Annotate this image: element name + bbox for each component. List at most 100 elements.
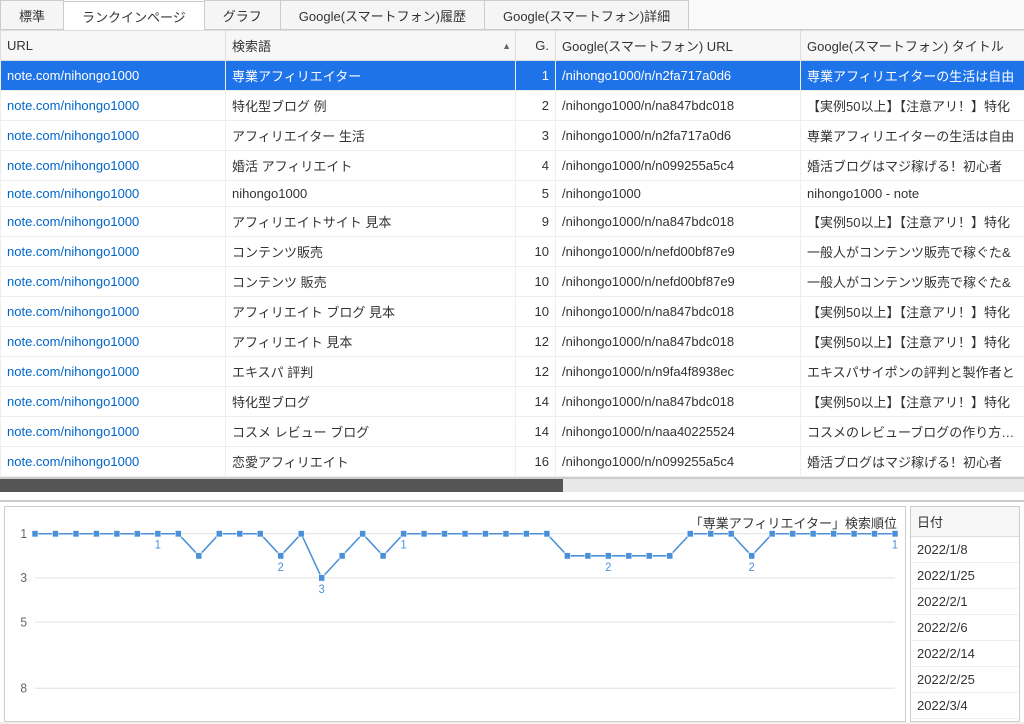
- date-row[interactable]: 2022/3/4: [911, 693, 1019, 719]
- svg-text:2: 2: [605, 561, 611, 573]
- date-row[interactable]: 2022/2/1: [911, 589, 1019, 615]
- col-header-3[interactable]: Google(スマートフォン) URL: [556, 31, 801, 61]
- svg-text:1: 1: [20, 527, 27, 541]
- cell: note.com/nihongo1000: [1, 267, 226, 297]
- tab-2[interactable]: グラフ: [204, 0, 281, 29]
- svg-text:8: 8: [20, 681, 27, 695]
- cell: 特化型ブログ 例: [226, 91, 516, 121]
- cell: /nihongo1000/n/na847bdc018: [556, 387, 801, 417]
- cell: 特化型ブログ: [226, 387, 516, 417]
- tab-0[interactable]: 標準: [0, 0, 64, 29]
- table-row[interactable]: note.com/nihongo1000専業アフィリエイター1/nihongo1…: [1, 61, 1024, 91]
- table-row[interactable]: note.com/nihongo1000アフィリエイト ブログ 見本10/nih…: [1, 297, 1024, 327]
- table-row[interactable]: note.com/nihongo1000特化型ブログ 例2/nihongo100…: [1, 91, 1024, 121]
- cell: アフィリエイト ブログ 見本: [226, 297, 516, 327]
- table-row[interactable]: note.com/nihongo1000コンテンツ販売10/nihongo100…: [1, 237, 1024, 267]
- cell: note.com/nihongo1000: [1, 181, 226, 207]
- cell: note.com/nihongo1000: [1, 357, 226, 387]
- cell: 【実例50以上】【注意アリ！】特化: [801, 297, 1024, 327]
- cell: /nihongo1000/n/n099255a5c4: [556, 447, 801, 477]
- tab-4[interactable]: Google(スマートフォン)詳細: [484, 0, 689, 29]
- date-row[interactable]: 2022/2/6: [911, 615, 1019, 641]
- cell: nihongo1000 - note: [801, 181, 1024, 207]
- table-row[interactable]: note.com/nihongo1000アフィリエイター 生活3/nihongo…: [1, 121, 1024, 151]
- cell: 一般人がコンテンツ販売で稼ぐた&: [801, 237, 1024, 267]
- table-row[interactable]: note.com/nihongo1000恋愛アフィリエイト16/nihongo1…: [1, 447, 1024, 477]
- svg-text:2: 2: [278, 561, 284, 573]
- tabs-bar: 標準ランクインページグラフGoogle(スマートフォン)履歴Google(スマー…: [0, 0, 1024, 30]
- cell: nihongo1000: [226, 181, 516, 207]
- table-row[interactable]: note.com/nihongo1000アフィリエイトサイト 見本9/nihon…: [1, 207, 1024, 237]
- cell: 2: [516, 91, 556, 121]
- cell: 【実例50以上】【注意アリ！】特化: [801, 327, 1024, 357]
- cell: エキスパ 評判: [226, 357, 516, 387]
- cell: 10: [516, 237, 556, 267]
- table-row[interactable]: note.com/nihongo1000コスメ レビュー ブログ14/nihon…: [1, 417, 1024, 447]
- cell: /nihongo1000/n/na847bdc018: [556, 297, 801, 327]
- col-header-1[interactable]: 検索語▲: [226, 31, 516, 61]
- cell: 10: [516, 297, 556, 327]
- cell: コスメのレビューブログの作り方のコ: [801, 417, 1024, 447]
- cell: /nihongo1000: [556, 181, 801, 207]
- cell: /nihongo1000/n/n2fa717a0d6: [556, 61, 801, 91]
- dates-header: 日付: [911, 507, 1019, 537]
- date-row[interactable]: 2022/1/8: [911, 537, 1019, 563]
- cell: 16: [516, 447, 556, 477]
- tab-1[interactable]: ランクインページ: [63, 1, 205, 30]
- cell: /nihongo1000/n/nefd00bf87e9: [556, 267, 801, 297]
- cell: /nihongo1000/n/na847bdc018: [556, 327, 801, 357]
- svg-text:5: 5: [20, 615, 27, 629]
- cell: 【実例50以上】【注意アリ！】特化: [801, 207, 1024, 237]
- cell: 4: [516, 151, 556, 181]
- svg-text:3: 3: [319, 584, 325, 596]
- cell: 【実例50以上】【注意アリ！】特化: [801, 91, 1024, 121]
- cell: 14: [516, 417, 556, 447]
- cell: /nihongo1000/n/n099255a5c4: [556, 151, 801, 181]
- svg-text:1: 1: [155, 539, 161, 551]
- cell: 5: [516, 181, 556, 207]
- date-row[interactable]: 2022/2/25: [911, 667, 1019, 693]
- dates-panel: 日付 2022/1/82022/1/252022/2/12022/2/62022…: [910, 506, 1020, 722]
- cell: コンテンツ販売: [226, 237, 516, 267]
- cell: note.com/nihongo1000: [1, 327, 226, 357]
- cell: note.com/nihongo1000: [1, 417, 226, 447]
- cell: 婚活ブログはマジ稼げる！初心者: [801, 151, 1024, 181]
- cell: note.com/nihongo1000: [1, 387, 226, 417]
- col-header-2[interactable]: G.: [516, 31, 556, 61]
- cell: 婚活ブログはマジ稼げる！初心者: [801, 447, 1024, 477]
- horizontal-scrollbar[interactable]: [0, 478, 1024, 492]
- col-header-4[interactable]: Google(スマートフォン) タイトル: [801, 31, 1024, 61]
- svg-text:1: 1: [892, 539, 898, 551]
- cell: コンテンツ 販売: [226, 267, 516, 297]
- col-header-0[interactable]: URL: [1, 31, 226, 61]
- chart-title: 「専業アフィリエイター」検索順位: [690, 513, 897, 532]
- table-row[interactable]: note.com/nihongo1000婚活 アフィリエイト4/nihongo1…: [1, 151, 1024, 181]
- tab-3[interactable]: Google(スマートフォン)履歴: [280, 0, 485, 29]
- cell: note.com/nihongo1000: [1, 121, 226, 151]
- cell: 専業アフィリエイターの生活は自由: [801, 121, 1024, 151]
- date-row[interactable]: 2022/2/14: [911, 641, 1019, 667]
- cell: 【実例50以上】【注意アリ！】特化: [801, 387, 1024, 417]
- table-row[interactable]: note.com/nihongo1000エキスパ 評判12/nihongo100…: [1, 357, 1024, 387]
- cell: note.com/nihongo1000: [1, 151, 226, 181]
- cell: 3: [516, 121, 556, 151]
- results-table: URL検索語▲G.Google(スマートフォン) URLGoogle(スマートフ…: [0, 30, 1024, 478]
- cell: note.com/nihongo1000: [1, 61, 226, 91]
- cell: アフィリエイト 見本: [226, 327, 516, 357]
- cell: コスメ レビュー ブログ: [226, 417, 516, 447]
- cell: /nihongo1000/n/na847bdc018: [556, 91, 801, 121]
- cell: 10: [516, 267, 556, 297]
- cell: /nihongo1000/n/n2fa717a0d6: [556, 121, 801, 151]
- cell: /nihongo1000/n/naa40225524: [556, 417, 801, 447]
- table-row[interactable]: note.com/nihongo1000コンテンツ 販売10/nihongo10…: [1, 267, 1024, 297]
- date-row[interactable]: 2022/1/25: [911, 563, 1019, 589]
- svg-text:3: 3: [20, 571, 27, 585]
- cell: 14: [516, 387, 556, 417]
- table-row[interactable]: note.com/nihongo1000特化型ブログ14/nihongo1000…: [1, 387, 1024, 417]
- cell: note.com/nihongo1000: [1, 237, 226, 267]
- table-row[interactable]: note.com/nihongo1000nihongo10005/nihongo…: [1, 181, 1024, 207]
- cell: 専業アフィリエイターの生活は自由: [801, 61, 1024, 91]
- table-row[interactable]: note.com/nihongo1000アフィリエイト 見本12/nihongo…: [1, 327, 1024, 357]
- cell: 婚活 アフィリエイト: [226, 151, 516, 181]
- cell: 12: [516, 327, 556, 357]
